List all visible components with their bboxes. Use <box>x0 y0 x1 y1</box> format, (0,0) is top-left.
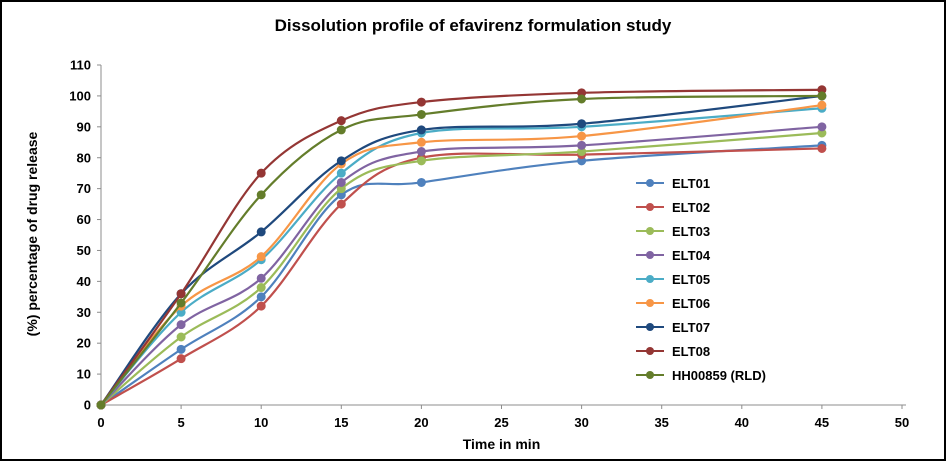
legend-swatch <box>636 202 664 212</box>
data-point <box>256 283 266 293</box>
data-point <box>336 116 346 126</box>
x-tick-label: 35 <box>654 415 668 430</box>
legend-swatch <box>636 178 664 188</box>
legend-item: ELT02 <box>636 195 766 219</box>
x-axis-title: Time in min <box>462 436 541 452</box>
data-point <box>817 91 827 101</box>
data-point <box>336 125 346 135</box>
data-point <box>416 156 426 166</box>
y-tick-label: 30 <box>77 305 91 320</box>
legend-label: ELT01 <box>672 175 711 191</box>
x-tick-label: 45 <box>815 415 829 430</box>
data-point <box>96 400 106 410</box>
data-point <box>256 168 266 178</box>
data-point <box>256 252 266 262</box>
series-line <box>100 147 822 406</box>
data-point <box>176 354 186 364</box>
data-point <box>176 298 186 308</box>
legend-label: ELT06 <box>672 295 711 311</box>
legend-item: ELT03 <box>636 219 766 243</box>
data-point <box>176 332 186 342</box>
y-tick-label: 70 <box>77 181 91 196</box>
y-tick-label: 90 <box>77 119 91 134</box>
data-point <box>416 109 426 119</box>
chart-title: Dissolution profile of efavirenz formula… <box>274 16 672 35</box>
legend-swatch <box>636 370 664 380</box>
legend-item: ELT01 <box>636 171 766 195</box>
legend-swatch <box>636 274 664 284</box>
data-point <box>817 143 827 153</box>
legend-item: ELT04 <box>636 243 766 267</box>
y-tick-label: 0 <box>84 398 91 413</box>
legend-label: ELT08 <box>672 343 711 359</box>
y-tick-label: 50 <box>77 243 91 258</box>
data-point <box>336 156 346 166</box>
x-tick-label: 10 <box>254 415 268 430</box>
legend-label: ELT04 <box>672 247 711 263</box>
legend-item: ELT05 <box>636 267 766 291</box>
data-point <box>577 94 587 104</box>
x-tick-label: 15 <box>334 415 348 430</box>
x-tick-label: 0 <box>97 415 104 430</box>
y-tick-label: 20 <box>77 336 91 351</box>
data-point <box>256 292 266 302</box>
legend-swatch <box>636 226 664 236</box>
data-point <box>416 177 426 187</box>
data-point <box>336 199 346 209</box>
data-point <box>256 273 266 283</box>
legend-swatch <box>636 250 664 260</box>
data-point <box>416 97 426 107</box>
legend: ELT01 ELT02 ELT03 ELT04 ELT05 ELT06 ELT07 ELT08… <box>636 171 766 387</box>
legend-item: HH00859 (RLD) <box>636 363 766 387</box>
legend-label: ELT05 <box>672 271 711 287</box>
legend-item: ELT08 <box>636 339 766 363</box>
data-point <box>336 168 346 178</box>
legend-label: ELT07 <box>672 319 711 335</box>
y-tick-label: 40 <box>77 274 91 289</box>
data-point <box>416 125 426 135</box>
x-tick-label: 5 <box>177 415 184 430</box>
legend-item: ELT06 <box>636 291 766 315</box>
legend-label: ELT02 <box>672 199 711 215</box>
x-tick-label: 50 <box>895 415 909 430</box>
data-point <box>176 320 186 330</box>
y-tick-label: 110 <box>70 58 91 73</box>
x-tick-label: 40 <box>735 415 749 430</box>
data-point <box>577 119 587 129</box>
x-tick-label: 30 <box>574 415 588 430</box>
y-tick-label: 80 <box>77 150 91 165</box>
data-point <box>176 344 186 354</box>
data-point <box>176 289 186 299</box>
data-point <box>256 227 266 237</box>
data-point <box>577 131 587 141</box>
data-point <box>256 301 266 311</box>
legend-item: ELT07 <box>636 315 766 339</box>
data-point <box>416 147 426 157</box>
data-point <box>336 177 346 187</box>
x-tick-label: 25 <box>494 415 508 430</box>
data-point <box>577 140 587 150</box>
data-point <box>817 122 827 132</box>
legend-swatch <box>636 346 664 356</box>
legend-label: HH00859 (RLD) <box>672 367 766 383</box>
legend-swatch <box>636 322 664 332</box>
data-point <box>256 190 266 200</box>
legend-swatch <box>636 298 664 308</box>
series-line <box>100 144 822 406</box>
data-point <box>817 100 827 110</box>
y-tick-label: 100 <box>69 88 91 103</box>
x-tick-label: 20 <box>414 415 428 430</box>
y-tick-label: 10 <box>77 367 91 382</box>
legend-label: ELT03 <box>672 223 711 239</box>
data-point <box>416 137 426 147</box>
y-tick-label: 60 <box>77 212 91 227</box>
